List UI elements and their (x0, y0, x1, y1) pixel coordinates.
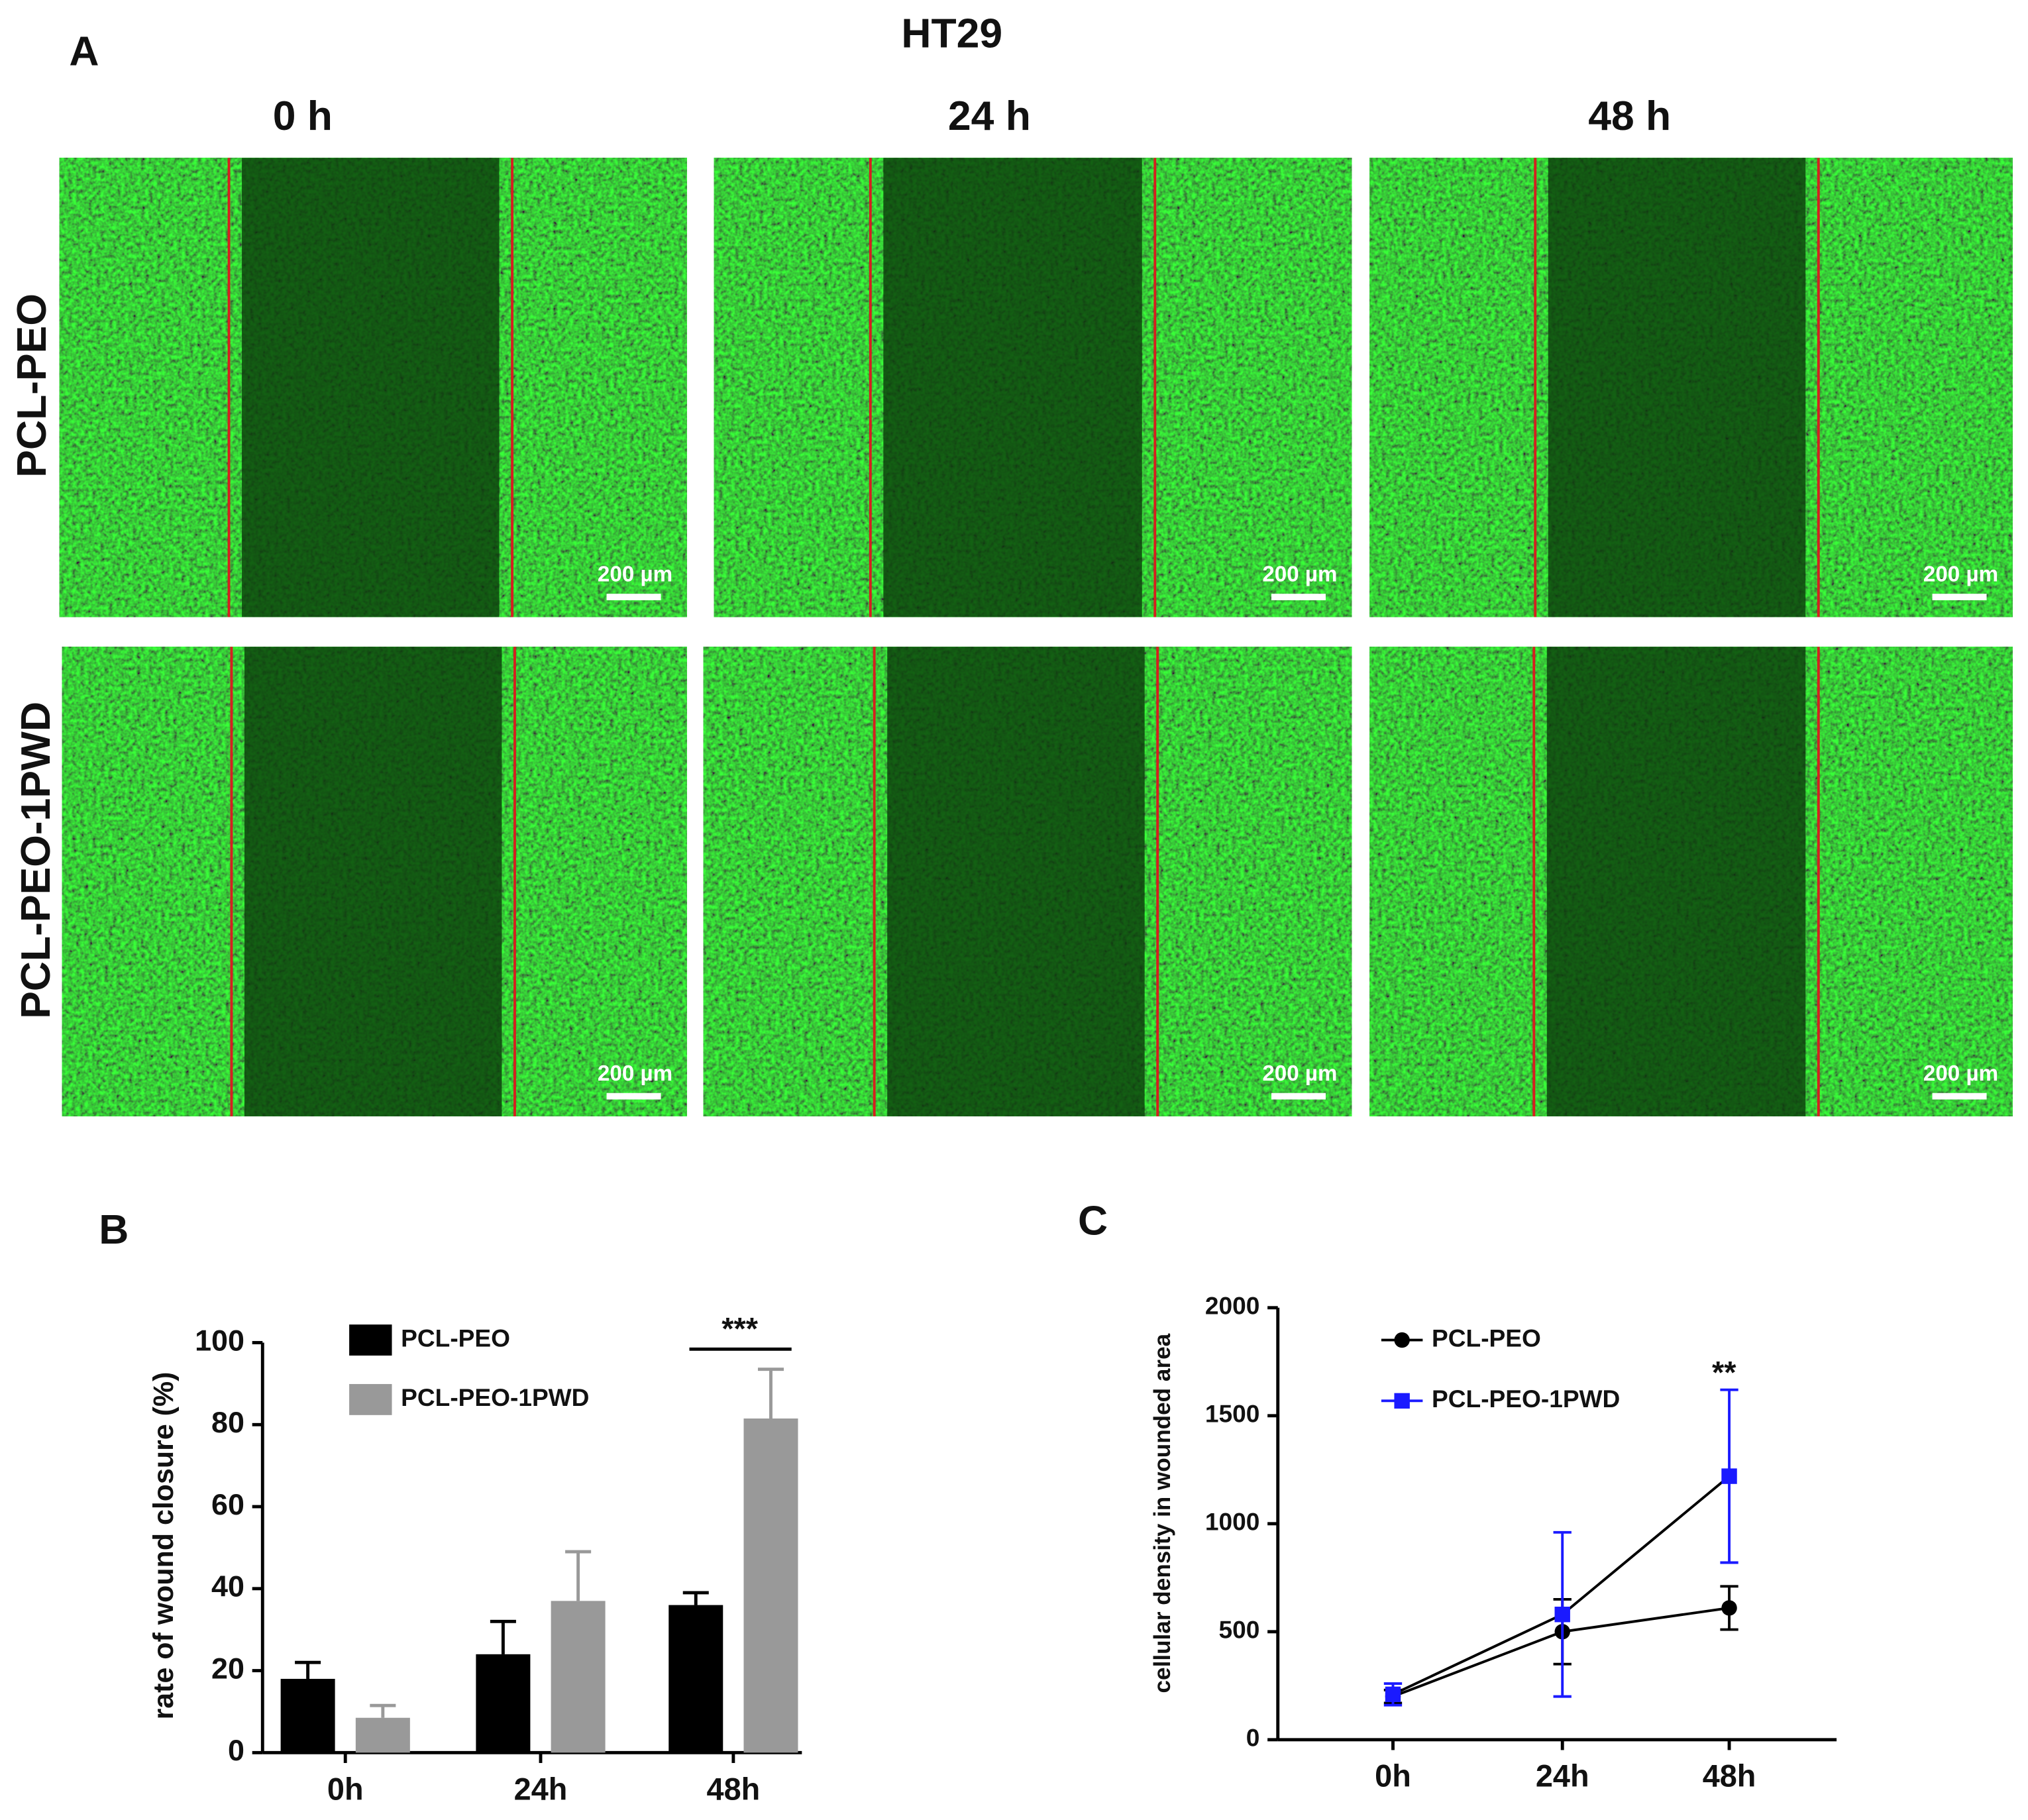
x-tick-label: 48h (1703, 1759, 1756, 1793)
y-tick-label: 100 (195, 1323, 244, 1357)
wound-area (1546, 647, 1806, 1116)
y-tick-label: 40 (211, 1570, 244, 1603)
point (1394, 1332, 1410, 1348)
panel-title: HT29 (901, 10, 1002, 56)
scale-bar-label: 200 µm (1262, 562, 1337, 587)
significance: *** (721, 1311, 758, 1346)
x-tick-label: 24h (514, 1772, 568, 1806)
row-label: PCL-PEO-1PWD (13, 702, 59, 1019)
significance: ** (1712, 1356, 1736, 1390)
bar (476, 1654, 531, 1753)
bar (355, 1717, 410, 1753)
wound-area (244, 647, 502, 1116)
point (1394, 1393, 1410, 1409)
legend-swatch (349, 1324, 392, 1356)
column-label: 48 h (1588, 93, 1671, 139)
wound-area (242, 158, 500, 617)
bar (551, 1601, 606, 1753)
column-label: 24 h (948, 93, 1031, 139)
x-tick-label: 0h (1375, 1759, 1411, 1793)
y-tick-label: 0 (1246, 1724, 1260, 1752)
point (1721, 1600, 1737, 1616)
y-tick-label: 60 (211, 1487, 244, 1521)
point (1554, 1607, 1570, 1623)
scale-bar (606, 1093, 661, 1100)
legend-swatch (349, 1383, 392, 1415)
scale-bar (1932, 1093, 1987, 1100)
panel-label: A (69, 28, 99, 75)
bar (668, 1605, 723, 1753)
scale-bar-label: 200 µm (1923, 1061, 1998, 1086)
scale-bar (606, 594, 661, 600)
legend-label: PCL-PEO (401, 1324, 510, 1352)
scale-bar (1271, 594, 1326, 600)
scale-bar-label: 200 µm (1262, 1061, 1337, 1086)
scale-bar (1271, 1093, 1326, 1100)
panel-label: B (99, 1206, 129, 1253)
point (1385, 1686, 1401, 1703)
wound-area (1548, 158, 1806, 617)
legend-label: PCL-PEO-1PWD (401, 1383, 589, 1411)
point (1721, 1468, 1737, 1484)
y-tick-label: 0 (228, 1733, 244, 1767)
legend-label: PCL-PEO-1PWD (1432, 1385, 1620, 1413)
bar (743, 1418, 798, 1753)
y-tick-label: 80 (211, 1405, 244, 1439)
scale-bar (1932, 594, 1987, 600)
y-tick-label: 1000 (1205, 1508, 1259, 1536)
column-label: 0 h (273, 93, 333, 139)
y-axis-label: rate of wound closure (%) (148, 1372, 180, 1720)
panel-label: C (1078, 1197, 1108, 1244)
y-axis-label: cellular density in wounded area (1149, 1333, 1175, 1693)
series-line (1392, 1475, 1731, 1696)
y-tick-label: 500 (1219, 1616, 1260, 1644)
bar (280, 1678, 335, 1753)
legend-label: PCL-PEO (1432, 1324, 1541, 1352)
x-tick-label: 0h (327, 1772, 364, 1806)
scale-bar-label: 200 µm (1923, 562, 1998, 587)
x-tick-label: 24h (1536, 1759, 1589, 1793)
scale-bar-label: 200 µm (598, 1061, 672, 1086)
y-tick-label: 2000 (1205, 1292, 1259, 1320)
y-tick-label: 1500 (1205, 1400, 1259, 1428)
row-label: PCL-PEO (9, 294, 55, 478)
y-tick-label: 20 (211, 1651, 244, 1685)
x-tick-label: 48h (707, 1772, 761, 1806)
wound-area (883, 158, 1142, 617)
wound-area (887, 647, 1145, 1116)
scale-bar-label: 200 µm (598, 562, 672, 587)
